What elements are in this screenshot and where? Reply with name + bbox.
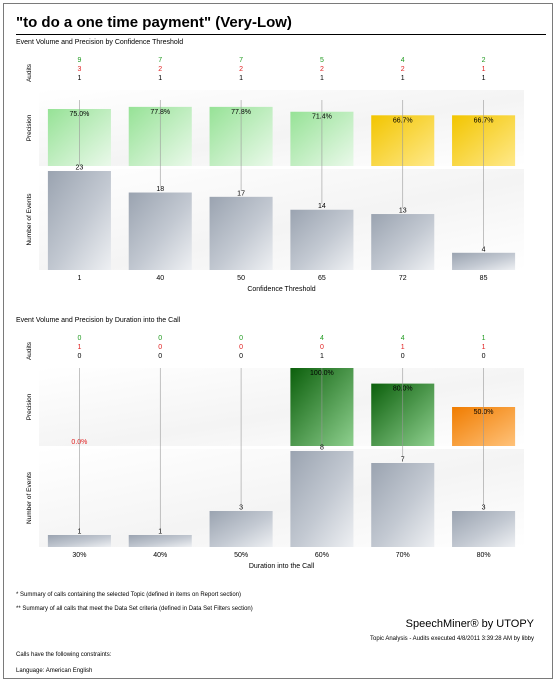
precision-band: [39, 368, 524, 446]
events-band: [39, 449, 524, 547]
audit-count-red: 0: [158, 344, 162, 351]
report-frame: "to do a one time payment" (Very-Low) Ev…: [3, 3, 553, 679]
constraints-text: Calls have the following constraints:: [16, 652, 111, 658]
events-bar: [210, 511, 273, 547]
audit-count-black: 0: [239, 353, 243, 360]
events-row-label: Number of Events: [26, 471, 33, 524]
footnote: ** Summary of all calls that meet the Da…: [16, 606, 253, 612]
audit-count-green: 0: [239, 335, 243, 342]
events-bar: [371, 463, 434, 547]
audit-count-black: 0: [158, 353, 162, 360]
events-value-label: 3: [239, 505, 243, 512]
execution-info: Topic Analysis - Audits executed 4/8/201…: [370, 636, 534, 642]
category-tick-label: 60%: [315, 552, 329, 559]
category-tick-label: 40%: [153, 552, 167, 559]
x-axis-title: Duration into the Call: [249, 563, 315, 570]
audit-count-black: 0: [401, 353, 405, 360]
events-value-label: 3: [482, 505, 486, 512]
audit-count-black: 0: [482, 353, 486, 360]
events-bar: [290, 451, 353, 547]
audit-count-green: 1: [482, 335, 486, 342]
category-tick-label: 50%: [234, 552, 248, 559]
audit-count-black: 0: [77, 353, 81, 360]
category-tick-label: 30%: [72, 552, 86, 559]
audit-count-black: 1: [320, 353, 324, 360]
audits-row-label: Audits: [26, 341, 33, 360]
audit-count-red: 0: [320, 344, 324, 351]
brand-label: SpeechMiner® by UTOPY: [406, 618, 534, 630]
audit-count-red: 0: [239, 344, 243, 351]
events-bar: [129, 535, 192, 547]
events-value-label: 8: [320, 445, 324, 452]
category-tick-label: 80%: [477, 552, 491, 559]
events-value-label: 1: [158, 529, 162, 536]
audit-count-red: 1: [77, 344, 81, 351]
audit-count-green: 4: [401, 335, 405, 342]
footnote: * Summary of calls containing the select…: [16, 592, 241, 598]
audit-count-red: 1: [401, 344, 405, 351]
events-bar: [48, 535, 111, 547]
audit-count-red: 1: [482, 344, 486, 351]
language-text: Language: American English: [16, 668, 92, 674]
events-value-label: 7: [401, 457, 405, 464]
audit-count-green: 4: [320, 335, 324, 342]
audit-count-green: 0: [158, 335, 162, 342]
category-tick-label: 70%: [396, 552, 410, 559]
events-value-label: 1: [77, 529, 81, 536]
precision-row-label: Precision: [26, 393, 33, 420]
events-bar: [452, 511, 515, 547]
audit-count-green: 0: [77, 335, 81, 342]
